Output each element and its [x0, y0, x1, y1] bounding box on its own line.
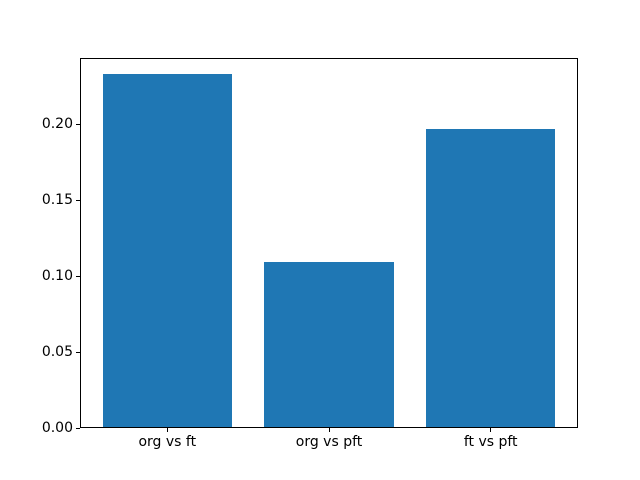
bar-ft-vs-pft — [426, 128, 556, 427]
bar-org-vs-pft — [264, 262, 394, 427]
y-tick-label: 0.15 — [41, 192, 73, 209]
y-tick-mark — [76, 275, 80, 277]
x-tick-mark — [166, 428, 168, 432]
x-tick-label: org vs pft — [295, 434, 363, 450]
y-tick-mark — [76, 351, 80, 353]
x-tick-mark — [490, 428, 492, 432]
x-tick-label: org vs ft — [138, 434, 197, 450]
y-tick-mark — [76, 427, 80, 429]
y-tick-label: 0.10 — [41, 268, 73, 285]
x-tick-label: ft vs pft — [463, 434, 518, 450]
y-tick-mark — [76, 199, 80, 201]
y-tick-label: 0.00 — [41, 420, 73, 436]
bar-org-vs-ft — [102, 73, 232, 427]
y-tick-label: 0.20 — [41, 116, 73, 133]
x-tick-mark — [328, 428, 330, 432]
y-tick-label: 0.05 — [41, 344, 73, 361]
y-tick-mark — [76, 123, 80, 125]
